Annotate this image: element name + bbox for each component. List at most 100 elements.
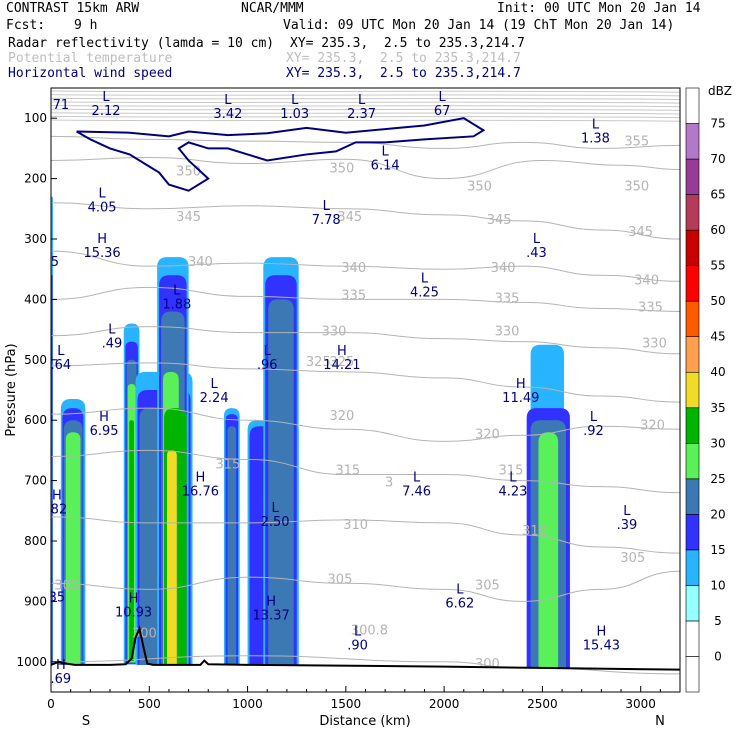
- reflectivity-cell-2-level-4: [129, 420, 134, 661]
- colorbar-tick-label-25: 25: [710, 472, 725, 486]
- wind-extremum-marker-2: L: [291, 93, 299, 108]
- theta-label-3: 355: [624, 134, 649, 149]
- field-label-wind: Horizontal wind speed: [8, 66, 173, 81]
- theta-label-13: 335: [341, 288, 366, 303]
- valid-time: Valid: 09 UTC Mon 20 Jan 14 (19 ChT Mon …: [283, 18, 675, 33]
- field-xy-theta: XY= 235.3, 2.5 to 235.3,214.7: [286, 51, 521, 66]
- colorbar-swatch-2: [685, 585, 700, 622]
- colorbar-tick-label-55: 55: [710, 259, 725, 273]
- theta-label-34: 300.8: [351, 624, 388, 639]
- theta-label-23: 320: [640, 418, 665, 433]
- wind-extremum-marker-19: H: [99, 410, 109, 425]
- theta-label-18: 330: [642, 337, 667, 352]
- theta-contour-355: [51, 135, 680, 149]
- field-label-reflectivity: Radar reflectivity (lamda = 10 cm): [8, 36, 275, 51]
- wind-extremum-marker-15: L: [264, 344, 272, 359]
- wind-extremum-marker-21: H: [195, 471, 205, 486]
- x-tick-label-3000: 3000: [625, 697, 656, 711]
- wind-extremum-marker-4: L: [439, 90, 447, 105]
- theta-label-32: 305: [475, 578, 500, 593]
- wind-extremum-value-1: 3.42: [213, 107, 242, 122]
- colorbar-tick-label-15: 15: [710, 543, 725, 557]
- theta-contour-315: [51, 449, 680, 494]
- x-tick-label-1000: 1000: [232, 697, 263, 711]
- theta-label-2: 350: [624, 180, 649, 195]
- wind-extremum-value-35: 5: [51, 255, 59, 270]
- colorbar-tick-label-35: 35: [710, 401, 725, 415]
- theta-contour-upper-2: [51, 97, 680, 100]
- colorbar-tick-label-45: 45: [710, 330, 725, 344]
- theta-label-30: 305: [620, 551, 645, 566]
- wind-extremum-value-32: 15.43: [583, 639, 620, 654]
- theta-label-21: 320: [329, 409, 354, 424]
- theta-contour-340: [51, 250, 680, 282]
- wind-extremum-marker-28: H: [129, 591, 139, 606]
- wind-extremum-value-22: 7.46: [402, 485, 431, 500]
- colorbar-tick-label-5: 5: [714, 614, 722, 628]
- forecast-label: Fcst:: [6, 18, 46, 33]
- theta-contour-310: [51, 516, 680, 554]
- theta-label-29: 310: [522, 524, 547, 539]
- theta-contour-upper-8: [51, 119, 680, 122]
- wind-extremum-marker-18: H: [516, 377, 526, 392]
- wind-extremum-marker-17: L: [211, 377, 219, 392]
- theta-label-27: 315: [499, 464, 524, 479]
- wind-extremum-marker-25: L: [623, 504, 631, 519]
- theta-contour-upper-7: [51, 115, 680, 119]
- y-tick-label-900: 900: [24, 594, 47, 608]
- x-end-label-north: N: [655, 714, 665, 729]
- reflectivity-cell-1-level-3: [65, 432, 81, 665]
- wind-extremum-marker-9: L: [533, 232, 541, 247]
- wind-extremum-value-18: 11.49: [502, 391, 539, 406]
- x-tick-label-2000: 2000: [429, 697, 460, 711]
- wind-extremum-marker-12: L: [173, 283, 181, 298]
- wind-extremum-marker-7: L: [98, 187, 106, 202]
- wind-extremum-value-0: 2.12: [92, 104, 121, 119]
- colorbar-swatch-0: [685, 656, 700, 693]
- theta-label-11: 340: [491, 261, 516, 276]
- colorbar-swatch-4: [685, 514, 700, 551]
- theta-contour-upper-5: [51, 108, 680, 111]
- colorbar-tick-label-60: 60: [710, 223, 725, 237]
- wind-extremum-value-4: 67: [434, 104, 451, 119]
- wind-extremum-marker-31: L: [354, 625, 362, 640]
- org-label: NCAR/MMM: [241, 1, 304, 16]
- y-tick-label-200: 200: [24, 172, 47, 186]
- wind-extremum-marker-23: L: [509, 471, 517, 486]
- colorbar-tick-label-65: 65: [710, 188, 725, 202]
- theta-label-10: 340: [341, 261, 366, 276]
- wind-extremum-value-9: .43: [526, 246, 547, 261]
- x-tick-label-2500: 2500: [527, 697, 558, 711]
- wind-extremum-value-2: 1.03: [280, 107, 309, 122]
- theta-label-35: 300: [475, 657, 500, 672]
- wind-extremum-value-8: 7.78: [312, 213, 341, 228]
- wind-extremum-marker-14: L: [57, 344, 65, 359]
- theta-label-4: 350: [176, 165, 201, 180]
- y-tick-label-500: 500: [24, 353, 47, 367]
- theta-contour-345: [51, 202, 680, 240]
- wind-extremum-value-15: .96: [257, 358, 278, 373]
- theta-contour-335: [51, 286, 680, 312]
- colorbar-swatch-1: [685, 620, 700, 657]
- colorbar-swatch-5: [685, 478, 700, 515]
- wind-extremum-marker-29: H: [266, 594, 276, 609]
- theta-label-19: 325: [329, 355, 354, 370]
- reflectivity-cell-4-level-5: [166, 450, 177, 665]
- wind-extremum-value-7: 4.05: [88, 201, 117, 216]
- forecast-hour: 9 h: [74, 18, 98, 33]
- wind-extremum-value-25: .39: [617, 518, 638, 533]
- y-tick-label-300: 300: [24, 232, 47, 246]
- theta-label-6: 345: [337, 210, 362, 225]
- theta-label-15: 335: [638, 300, 663, 315]
- wind-extremum-value-3: 2.37: [347, 107, 376, 122]
- wind-extremum-value-14: .64: [50, 358, 71, 373]
- y-tick-label-700: 700: [24, 474, 47, 488]
- colorbar-swatch-9: [685, 336, 700, 373]
- wind-extremum-marker-30: L: [456, 582, 464, 597]
- colorbar-tick-label-20: 20: [710, 507, 725, 521]
- theta-contour-330: [51, 326, 680, 355]
- theta-label-9: 340: [188, 255, 213, 270]
- wind-extremum-value-33: .69: [50, 672, 71, 687]
- y-tick-label-600: 600: [24, 413, 47, 427]
